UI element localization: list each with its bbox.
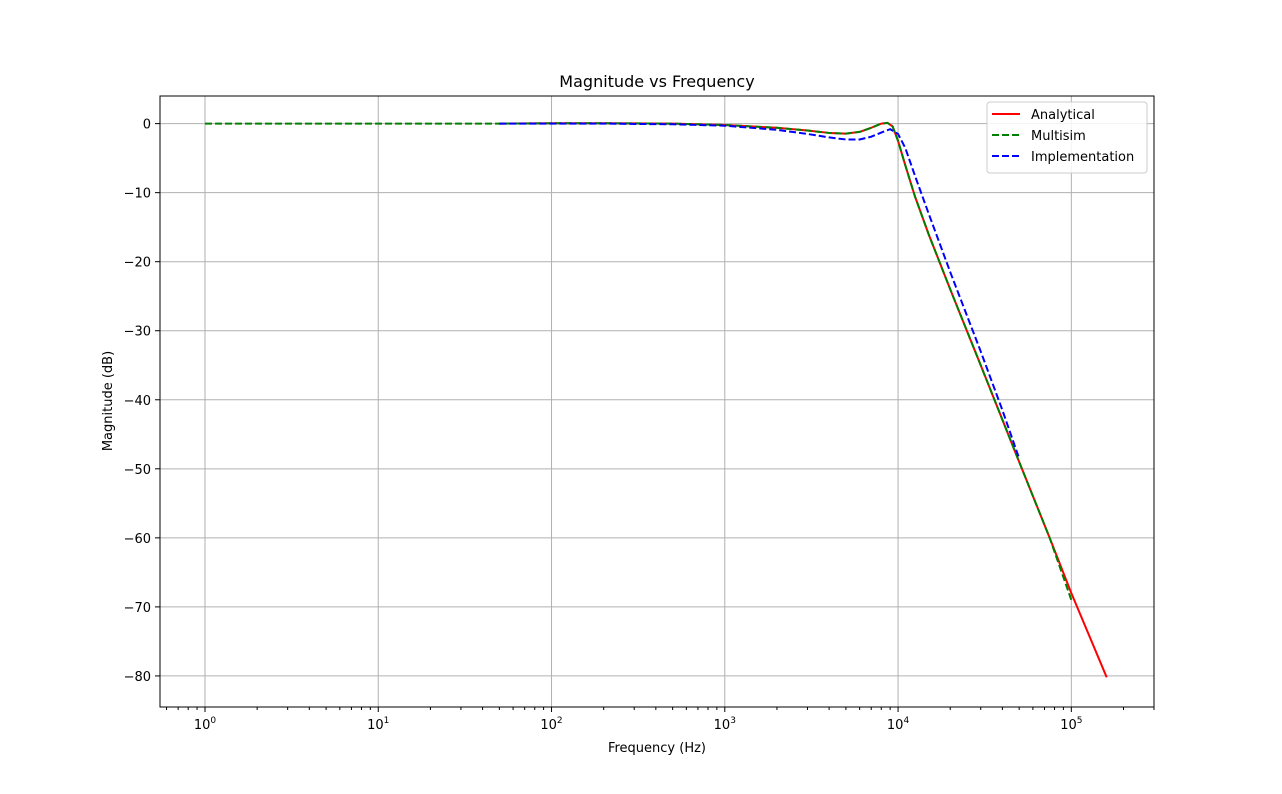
chart-title: Magnitude vs Frequency — [559, 72, 754, 91]
ticks: 100 101 102 103 104 105 0 −10 −20 −30 −40 −50 −60 −70… — [124, 118, 1155, 733]
x-tick-label: 104 — [887, 716, 910, 733]
series-line-implementation — [499, 122, 1021, 459]
series-line-multisim — [204, 121, 1073, 601]
plot-frame — [159, 95, 1155, 708]
x-axis-label: Frequency (Hz) — [608, 741, 706, 756]
legend-label: Multisim — [1031, 129, 1086, 144]
y-tick-label: −10 — [124, 187, 151, 202]
series-layer — [204, 121, 1108, 678]
x-tick-label: 100 — [194, 716, 217, 733]
x-tick-label: 102 — [540, 716, 562, 733]
y-tick-label: −60 — [124, 532, 151, 547]
x-tick-label: 103 — [714, 716, 736, 733]
y-tick-label: −50 — [124, 463, 151, 478]
y-tick-label: −80 — [124, 670, 151, 685]
y-tick-label: −30 — [124, 325, 151, 340]
y-tick-label: −20 — [124, 256, 151, 271]
y-tick-label: −40 — [124, 394, 151, 409]
x-tick-label: 105 — [1060, 716, 1082, 733]
legend-label: Analytical — [1031, 108, 1095, 123]
x-tick-label: 101 — [367, 716, 389, 733]
y-tick-label: −70 — [124, 601, 151, 616]
legend-box — [986, 101, 1148, 174]
y-axis-label: Magnitude (dB) — [101, 351, 116, 451]
legend-label: Implementation — [1031, 150, 1134, 165]
legend: Analytical Multisim Implementation — [986, 101, 1148, 174]
grid — [160, 96, 1154, 707]
y-tick-label: 0 — [143, 118, 151, 133]
